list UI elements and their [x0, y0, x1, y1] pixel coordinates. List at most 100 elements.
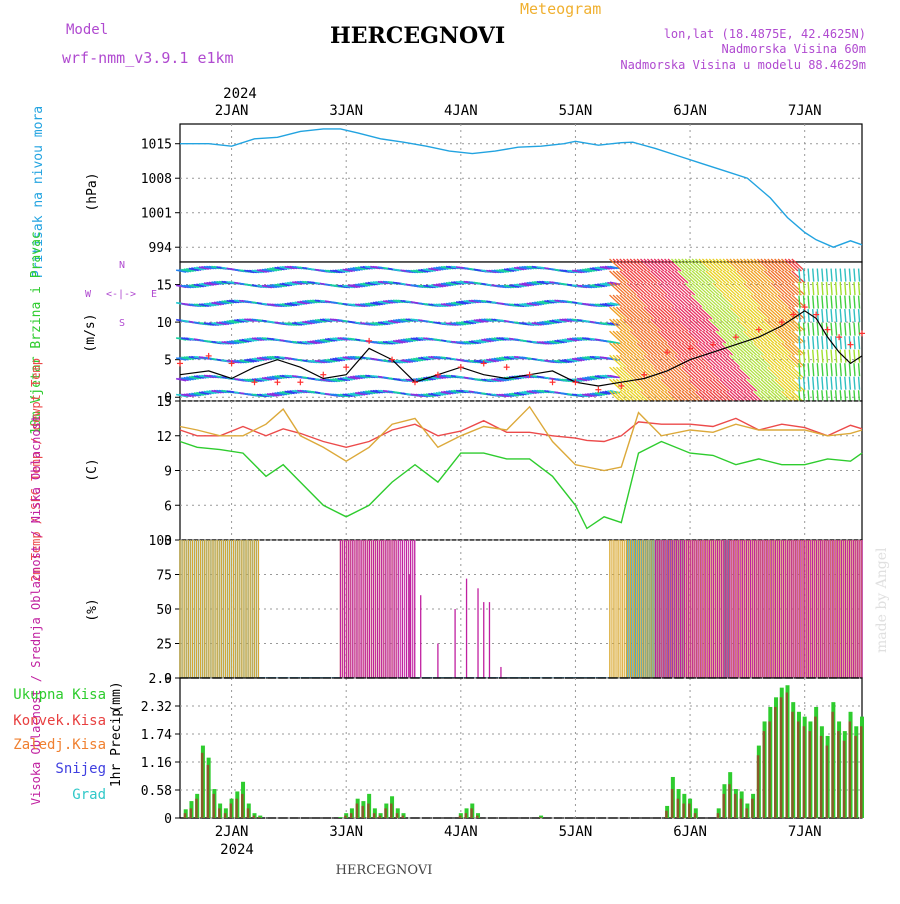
wind-barb	[626, 270, 641, 284]
wind-barb	[413, 357, 424, 362]
conv-precip-bar	[796, 721, 800, 818]
wind-barb	[722, 306, 737, 320]
wind-barb	[256, 377, 267, 382]
wind-barb	[425, 268, 436, 272]
conv-precip-bar	[693, 813, 697, 818]
wind-barb	[767, 294, 782, 308]
wind-barb	[695, 282, 709, 296]
wind-barb	[274, 266, 285, 271]
wind-barb	[857, 268, 861, 282]
year-top: 2024	[223, 86, 257, 102]
wind-barb	[334, 378, 346, 382]
conv-precip-bar	[378, 815, 382, 818]
wind-barb	[756, 378, 771, 392]
wind-barb	[636, 354, 651, 368]
wind-barb	[643, 270, 658, 284]
wind-barb	[753, 366, 768, 380]
wind-barb	[816, 336, 819, 350]
wind-barb	[660, 378, 675, 392]
wind-barb	[619, 270, 634, 284]
conv-precip-bar	[814, 716, 817, 818]
wind-barb	[664, 330, 679, 344]
wind-barb	[286, 302, 298, 307]
conv-precip-bar	[670, 789, 674, 818]
wind-barb	[498, 377, 510, 382]
total-precip-bar	[258, 815, 263, 818]
wind-barb	[848, 322, 852, 336]
wind-barb	[218, 321, 230, 325]
wind-barb	[719, 342, 734, 356]
conv-precip-bar	[367, 803, 370, 818]
wind-barb	[589, 375, 600, 380]
wind-barb	[777, 306, 792, 320]
wind-barb	[458, 321, 469, 326]
panel-temperature: 3 6 9 12 15	[156, 395, 863, 549]
wind-barb	[798, 309, 801, 323]
wind-barb	[309, 319, 320, 324]
wind-barb	[688, 282, 703, 296]
conv-precip-bar	[665, 810, 668, 818]
wind-barb	[770, 270, 785, 284]
wind-barb	[812, 268, 815, 282]
wind-barb	[760, 258, 775, 272]
wind-barb	[857, 363, 861, 377]
wind-barb	[609, 302, 621, 306]
wind-barb	[732, 282, 747, 296]
wind-barb	[705, 342, 720, 356]
wind-barb	[848, 268, 852, 282]
wind-barb	[750, 342, 764, 356]
wind-barb	[729, 282, 744, 296]
wind-barb	[619, 306, 634, 320]
wind-barb	[756, 270, 771, 284]
wind-barb	[646, 306, 661, 320]
wind-barb	[193, 392, 204, 396]
conv-precip-bar	[539, 817, 542, 818]
wind-barb	[698, 318, 713, 332]
wind-barb	[781, 282, 795, 296]
wind-barb	[609, 294, 624, 308]
wind-barb	[739, 330, 754, 344]
wind-barb	[357, 283, 368, 287]
wind-barb	[739, 378, 754, 392]
wind-barb	[448, 302, 459, 306]
wind-barb	[834, 309, 838, 323]
wind-barb	[834, 281, 838, 296]
wind-barb	[705, 330, 720, 344]
wind-barb	[640, 366, 654, 380]
wind-barb	[486, 358, 497, 363]
wind-barb	[473, 339, 484, 344]
wind-barb	[688, 342, 703, 356]
wind-barb	[643, 306, 658, 320]
wind-barb	[857, 376, 861, 390]
wind-barb	[698, 354, 713, 368]
wind-barb	[708, 294, 723, 308]
wind-barb	[701, 330, 716, 344]
wind-barb	[513, 283, 525, 288]
wind-barb	[486, 338, 497, 342]
wind-barb	[767, 318, 782, 332]
wind-barb	[244, 359, 255, 363]
y-tick-label: 1008	[141, 172, 172, 187]
wind-barb	[708, 306, 723, 320]
conv-precip-bar	[395, 813, 399, 818]
wind-barb	[732, 330, 747, 344]
wind-barb	[554, 339, 565, 344]
wind-barb	[756, 306, 771, 320]
wind-barb	[612, 306, 627, 320]
wind-barb	[664, 342, 679, 356]
wind-barb	[667, 282, 682, 296]
wind-barb	[314, 339, 325, 344]
wind-barb	[337, 357, 348, 361]
conv-precip-bar	[756, 755, 760, 818]
wind-barb	[698, 270, 713, 284]
wind-barb	[664, 378, 679, 392]
model-label: Model	[66, 22, 108, 38]
wind-barb	[763, 282, 778, 296]
wind-barb	[646, 378, 661, 392]
wind-barb	[322, 359, 333, 363]
precip-legend: Ukupna Kisa Konvek.Kisa Zaledj.Kisa Snijeg G…	[13, 687, 106, 803]
conv-precip-bar	[785, 692, 788, 818]
wind-barb	[746, 354, 761, 368]
wind-barb	[609, 318, 624, 332]
wind-barb	[569, 358, 580, 362]
